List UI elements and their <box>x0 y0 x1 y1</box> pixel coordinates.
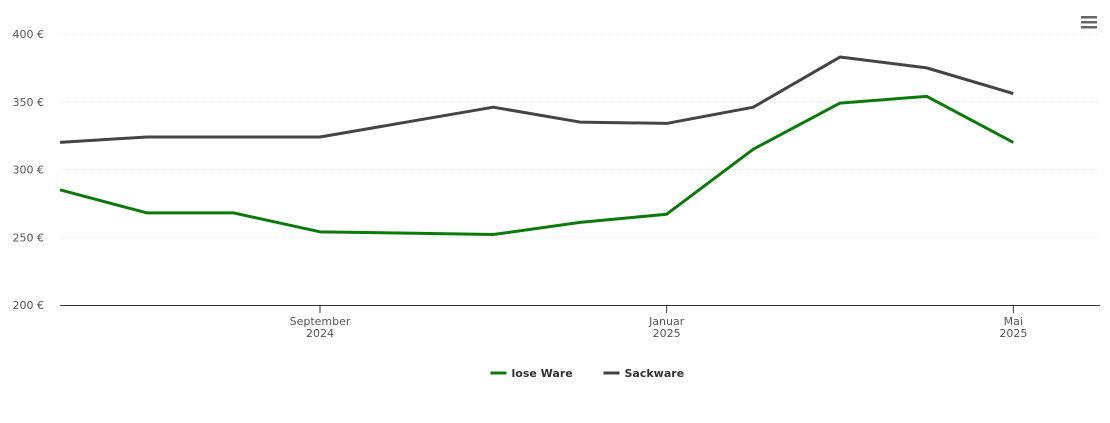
menu-icon-bar <box>1081 16 1097 19</box>
y-tick-label: 200 € <box>13 299 45 312</box>
x-tick-label: Mai 2025 <box>999 315 1027 340</box>
menu-icon-bar <box>1081 21 1097 24</box>
x-tick-label: Januar 2025 <box>648 315 685 340</box>
y-tick-label: 250 € <box>13 231 45 244</box>
series-line <box>59 55 1014 144</box>
menu-icon-bar <box>1081 26 1097 29</box>
legend-item[interactable]: lose Ware <box>490 367 573 380</box>
y-tick-label: 400 € <box>13 28 45 41</box>
x-tick-label: September 2024 <box>290 315 351 340</box>
legend-item[interactable]: Sackware <box>603 367 685 380</box>
legend-label: lose Ware <box>512 367 573 380</box>
legend-label: Sackware <box>625 367 685 380</box>
y-tick-label: 300 € <box>13 164 45 177</box>
y-tick-label: 350 € <box>13 96 45 109</box>
series-line <box>59 94 1015 237</box>
legend: lose Ware Sackware <box>490 367 685 380</box>
menu-button[interactable] <box>1080 15 1098 31</box>
